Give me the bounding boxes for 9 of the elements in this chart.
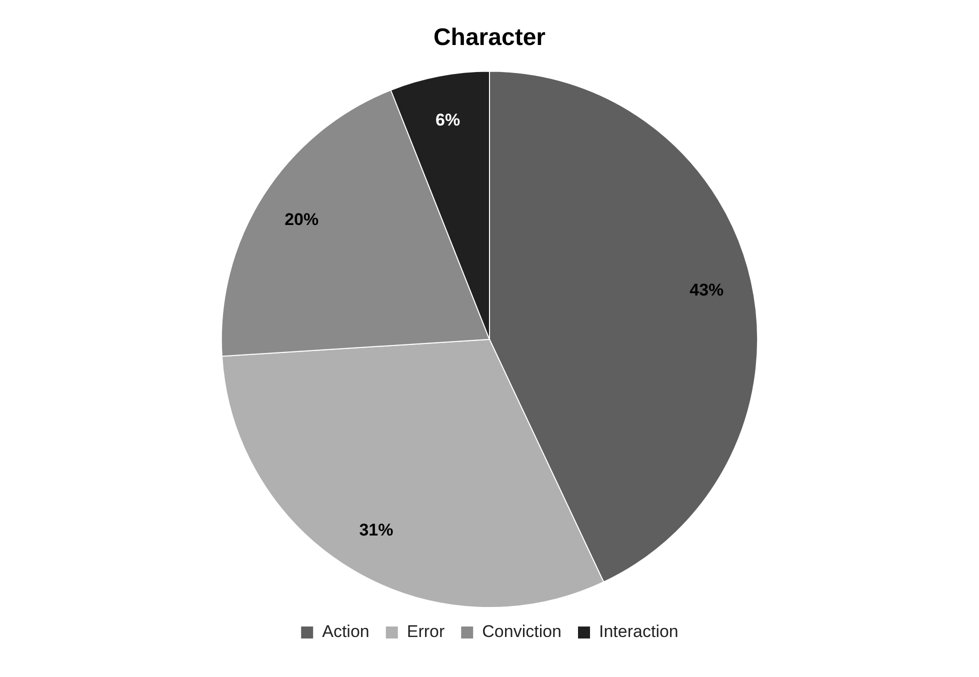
legend-label: Error (406, 622, 445, 642)
data-label: 6% (436, 110, 460, 130)
legend-label: Interaction (599, 622, 678, 642)
chart-title: Character (433, 24, 546, 52)
data-label: 20% (284, 210, 319, 229)
legend-label: Conviction (482, 622, 562, 642)
data-label: 31% (359, 520, 394, 540)
data-label: 43% (690, 280, 724, 300)
legend-label: Action (322, 622, 370, 642)
